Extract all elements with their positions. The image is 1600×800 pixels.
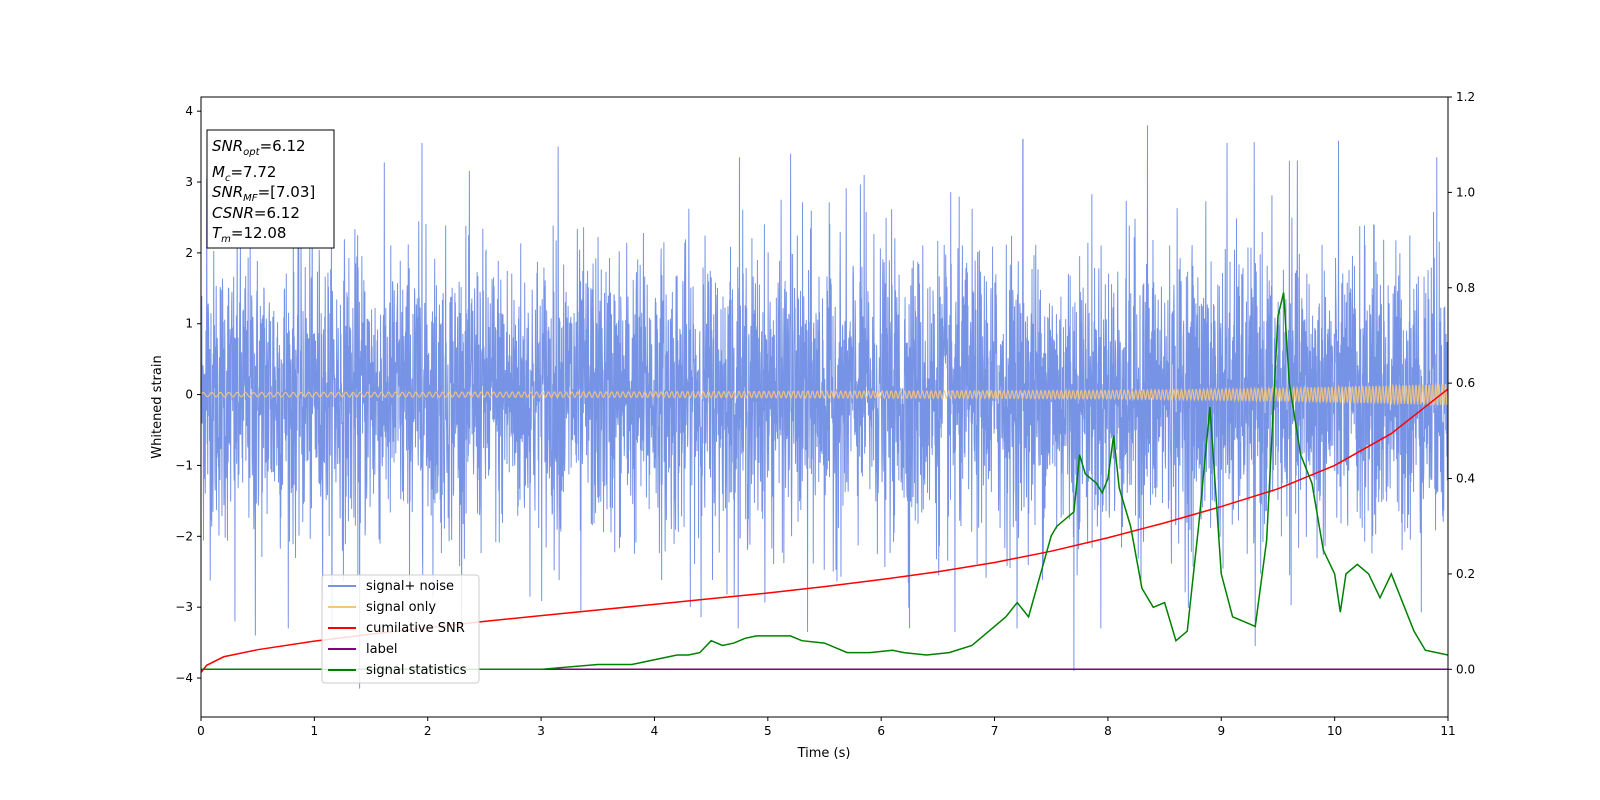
annotation-value: =6.12 (260, 137, 306, 155)
annotation-frame (206, 129, 335, 249)
series-signal-only-line (201, 382, 1448, 407)
annotation-line: Mc=7.72 (212, 163, 276, 184)
annotation-symbol: SNR (212, 183, 243, 201)
y-left-tick-label: 2 (185, 246, 193, 260)
legend-label: cumilative SNR (366, 621, 465, 636)
annotation-line: SNRMF=[7.03] (212, 183, 315, 204)
x-axis-label: Time (s) (797, 746, 851, 761)
annotation-subscript: MF (243, 193, 258, 204)
axis-layer: 0 1 2 3 4 5 6 7 8 9 10 11 −4 −3 −2 −1 0 1 2 3 4 0.0 0.2 0.4 0.6 0… (175, 90, 1475, 738)
y-left-tick-label: −1 (175, 458, 193, 472)
annotation-subscript: opt (243, 147, 260, 158)
annotation-value: =[7.03] (258, 183, 316, 201)
annotation-symbol: M (212, 163, 225, 181)
y-right-tick-label: 0.0 (1456, 662, 1475, 676)
x-tick-label: 3 (537, 724, 545, 738)
x-tick-label: 1 (311, 724, 319, 738)
legend-label: signal+ noise (366, 579, 454, 594)
annotation-symbol: CSNR (212, 204, 254, 222)
annotation-symbol: SNR (212, 137, 243, 155)
y-left-tick-label: 0 (185, 388, 193, 402)
x-tick-label: 6 (877, 724, 885, 738)
y-right-tick-label: 0.6 (1456, 376, 1475, 390)
legend-frame (321, 574, 480, 684)
series-signal-noise-line (201, 125, 1448, 689)
x-tick-label: 4 (651, 724, 659, 738)
legend-label: signal statistics (366, 663, 467, 678)
x-tick-label: 8 (1104, 724, 1112, 738)
x-tick-label: 2 (424, 724, 432, 738)
x-tick-label: 5 (764, 724, 772, 738)
plot-frame (200, 96, 1449, 718)
legend-label: label (366, 642, 397, 657)
annotation-subscript: c (225, 173, 231, 184)
y-left-tick-label: 4 (185, 104, 193, 118)
y-right-tick-label: 0.2 (1456, 567, 1475, 581)
y-right-tick-label: 1.0 (1456, 185, 1475, 199)
annotation-box: SNRopt=6.12Mc=7.72SNRMF=[7.03]CSNR=6.12T… (206, 129, 335, 249)
x-tick-label: 7 (991, 724, 999, 738)
series-cumulative-snr-line (201, 388, 1448, 673)
annotation-value: =12.08 (231, 224, 287, 242)
y-axis-label: Whitened strain (150, 355, 165, 458)
series-signal-statistics-line (201, 292, 1448, 671)
y-right-tick-label: 0.4 (1456, 472, 1475, 486)
x-tick-label: 0 (197, 724, 205, 738)
annotation-line: CSNR=6.12 (212, 204, 300, 222)
x-tick-label: 10 (1327, 724, 1342, 738)
annotation-line: SNRopt=6.12 (212, 137, 306, 158)
y-left-tick-label: −2 (175, 529, 193, 543)
y-left-tick-label: 1 (185, 317, 193, 331)
y-right-tick-label: 0.8 (1456, 281, 1475, 295)
legend-label: signal only (366, 600, 436, 615)
y-left-tick-label: −3 (175, 600, 193, 614)
annotation-value: =7.72 (230, 163, 276, 181)
annotation-value: =6.12 (254, 204, 300, 222)
x-tick-label: 9 (1217, 724, 1225, 738)
legend: signal+ noise signal only cumilative SNR la… (321, 574, 480, 684)
annotation-symbol: T (212, 224, 223, 242)
y-left-tick-label: −4 (175, 671, 193, 685)
x-tick-label: 11 (1440, 724, 1455, 738)
y-left-tick-label: 3 (185, 175, 193, 189)
annotation-subscript: m (221, 234, 231, 245)
y-right-tick-label: 1.2 (1456, 90, 1475, 104)
annotation-line: Tm=12.08 (212, 224, 286, 245)
